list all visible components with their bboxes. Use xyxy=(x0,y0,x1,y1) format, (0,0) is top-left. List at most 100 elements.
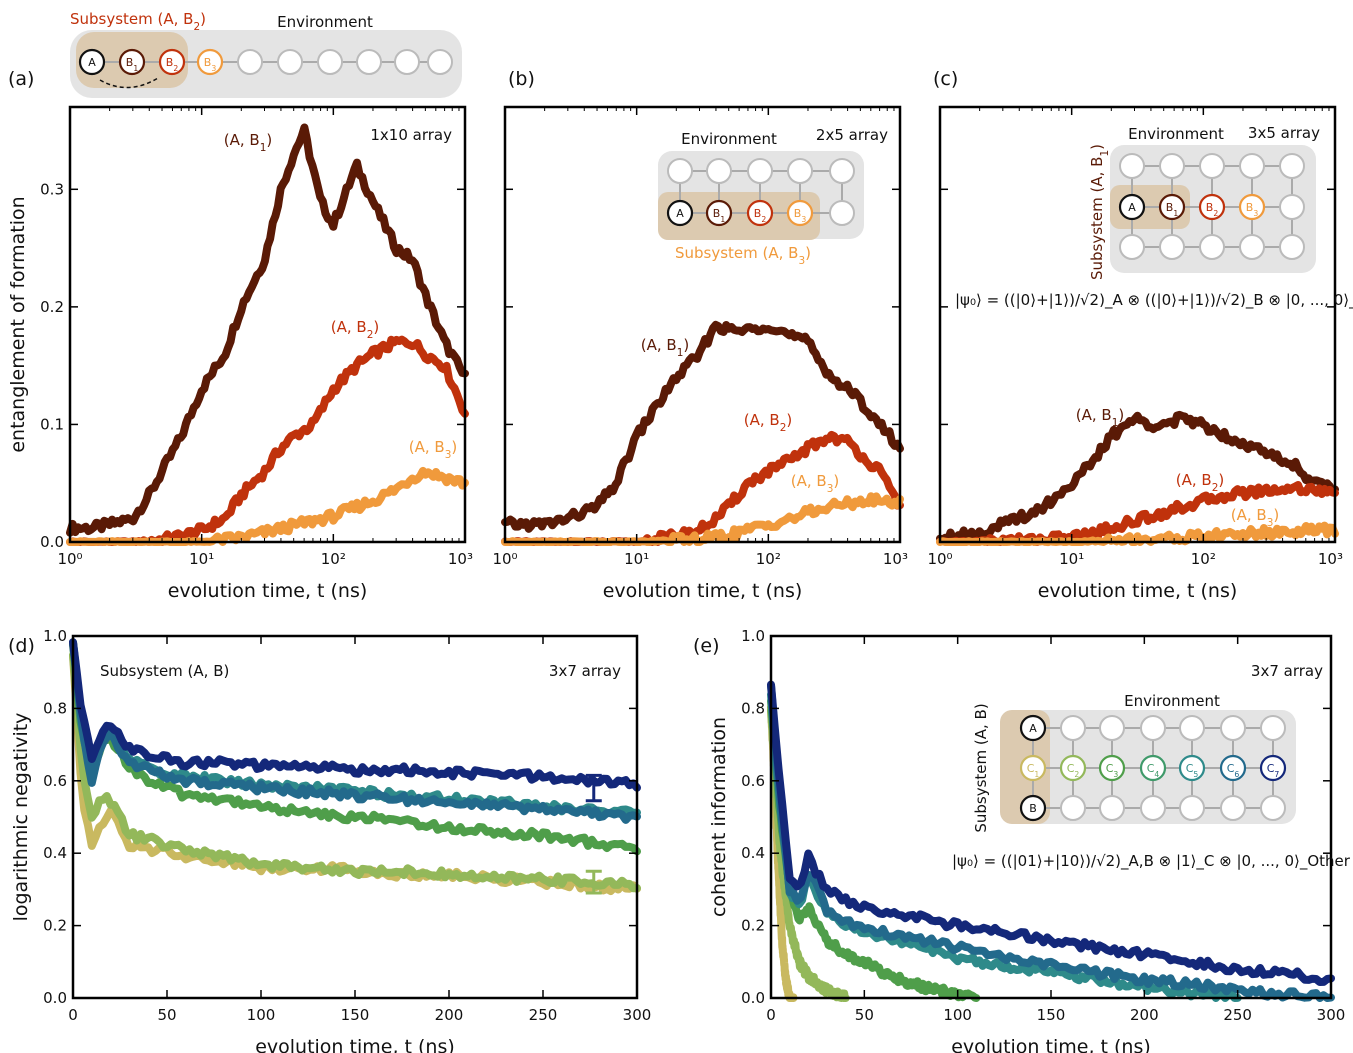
series-label-c-6-tail: ) xyxy=(1118,406,1124,424)
inset-b-node-top-4-circle xyxy=(829,158,855,184)
inset-a-node-3-label-sub: 3 xyxy=(211,64,216,73)
inset-b-node-2-label-sub: 2 xyxy=(761,215,766,224)
panel-e-xtick-label: 250 xyxy=(1223,1006,1252,1024)
inset-e-env-label: Environment xyxy=(1124,692,1220,710)
panel-d-series-2 xyxy=(69,640,641,856)
inset-e-node-C7-label-main: C xyxy=(1267,762,1275,775)
inset-e-node-C7-label: C7 xyxy=(1267,762,1280,779)
inset-b-node-1: B1 xyxy=(705,199,733,227)
series-label-c-8-sub: 3 xyxy=(1267,517,1274,529)
series-label-c-6-sub: 1 xyxy=(1112,417,1119,429)
inset-a-node-2-label: B2 xyxy=(166,56,179,73)
series-label-c-7-tail: ) xyxy=(1218,471,1224,489)
inset-c-env-label: Environment xyxy=(1128,125,1224,143)
series-label-a-2-main: (A, B xyxy=(409,438,445,456)
inset-e-node-top-1-circle xyxy=(1060,715,1086,741)
panel-d-errorbar-0 xyxy=(585,773,602,803)
inset-c-node-r2-0 xyxy=(1119,234,1145,260)
inset-c-node-r0-1 xyxy=(1159,153,1185,179)
panel-e-xtick-label: 300 xyxy=(1317,1006,1346,1024)
inset-e-node-C5: C5 xyxy=(1178,754,1206,782)
panel-label-e: (e) xyxy=(693,635,720,657)
panel-d-ytick-label: 0.4 xyxy=(43,844,67,862)
series-label-b-4-tail: ) xyxy=(786,411,792,429)
inset-c-node-r0-2 xyxy=(1199,153,1225,179)
inset-e-node-C5-label-sub: 5 xyxy=(1193,770,1198,779)
inset-c-node-r0-0-circle xyxy=(1119,153,1145,179)
inset-c-node-2: B2 xyxy=(1198,193,1226,221)
series-label-b-5-sub: 3 xyxy=(827,483,834,495)
inset-e-node-C1-label: C1 xyxy=(1027,762,1040,779)
inset-c-node-r2-2-circle xyxy=(1199,234,1225,260)
panel-d-xtick-label: 50 xyxy=(157,1006,176,1024)
inset-e-node-bot-3-circle xyxy=(1140,795,1166,821)
series-label-c-7-sub: 2 xyxy=(1212,482,1219,494)
panel-d-ytick-label: 0.8 xyxy=(43,699,67,717)
inset-c-node-r2-4-circle xyxy=(1279,234,1305,260)
inset-c-subsystem-label-main: Subsystem (A, B xyxy=(1088,157,1106,281)
panel-a-xtick-label: 10² xyxy=(321,550,346,568)
array-label-e: 3x7 array xyxy=(1251,662,1323,680)
inset-b-subsystem-label: Subsystem (A, B3) xyxy=(675,244,811,267)
inset-e-node-top-5 xyxy=(1220,715,1246,741)
panel-e-series-1 xyxy=(767,706,850,1002)
frames-layer xyxy=(68,105,1337,1000)
inset-b-node-3-label-main: B xyxy=(794,207,802,220)
series-label-a-0-tail: ) xyxy=(266,131,272,149)
inset-a-node-7 xyxy=(356,49,382,75)
inset-c-node-4-circle xyxy=(1279,194,1305,220)
inset-a-node-4-circle xyxy=(237,49,263,75)
inset-e-node-C3-label-main: C xyxy=(1106,762,1114,775)
panel-d-ylabel: logarithmic negativity xyxy=(10,713,32,922)
panel-e-xlabel: evolution time, t (ns) xyxy=(951,1036,1151,1053)
inset-e-node-C7-label-sub: 7 xyxy=(1274,770,1279,779)
panel-e-ytick-label: 0.6 xyxy=(741,772,765,790)
inset-c-subsystem-label: Subsystem (A, B1) xyxy=(1088,144,1111,280)
inset-e-node-top-2-circle xyxy=(1099,715,1125,741)
panel-e-xtick-label: 150 xyxy=(1037,1006,1066,1024)
panel-label-b: (b) xyxy=(508,68,535,90)
array-label-a: 1x10 array xyxy=(370,126,452,144)
inset-b-node-1-circle xyxy=(705,199,733,227)
inset-e-node-bot-1 xyxy=(1060,795,1086,821)
series-label-b-3-main: (A, B xyxy=(641,336,677,354)
inset-c-node-3-label-main: B xyxy=(1246,201,1254,214)
series-label-c-7-main: (A, B xyxy=(1176,471,1212,489)
inset-b-node-3: B3 xyxy=(786,199,814,227)
inset-b-node-3-label: B3 xyxy=(794,207,807,224)
inset-e-node-C2: C2 xyxy=(1059,754,1087,782)
inset-e-node-top-3-circle xyxy=(1140,715,1166,741)
inset-e-node-C4-label-main: C xyxy=(1147,762,1155,775)
inset-e-node-C3-label: C3 xyxy=(1106,762,1119,779)
panel-e-series-4 xyxy=(767,681,1335,1002)
inset-c-node-3-circle xyxy=(1238,193,1266,221)
inset-e-node-bot-4 xyxy=(1179,795,1205,821)
inset-e-node-top-4 xyxy=(1179,715,1205,741)
subsystem-note-d: Subsystem (A, B) xyxy=(100,662,229,680)
panel-b-series-0 xyxy=(501,320,904,533)
inset-e-node-bot-6 xyxy=(1260,795,1286,821)
panel-a-xtick-label: 10⁰ xyxy=(57,550,82,568)
panel-e-series-2 xyxy=(767,696,981,1002)
inset-e-node-C5-label: C5 xyxy=(1186,762,1199,779)
state-formula-e: |ψ₀⟩ = ((|01⟩+|10⟩)/√2)_A,B ⊗ |1⟩_C ⊗ |0… xyxy=(952,852,1351,871)
panel-a-xtick-label: 10³ xyxy=(448,550,473,568)
inset-a-node-9-circle xyxy=(427,49,453,75)
inset-e-node-C3-circle xyxy=(1098,754,1126,782)
panel-e-ytick-label: 0.4 xyxy=(741,844,765,862)
inset-c-node-r0-3 xyxy=(1239,153,1265,179)
panel-a-xlabel: evolution time, t (ns) xyxy=(168,580,368,602)
panel-d-xtick-label: 0 xyxy=(68,1006,78,1024)
inset-c-node-r2-4 xyxy=(1279,234,1305,260)
series-label-c-8-tail: ) xyxy=(1273,506,1279,524)
panel-a-plot-area xyxy=(70,107,465,542)
inset-e-node-C6-label: C6 xyxy=(1227,762,1240,779)
inset-b-node-1-label-main: B xyxy=(713,207,721,220)
inset-e-node-C4-label: C4 xyxy=(1147,762,1160,779)
series-label-a-1-tail: ) xyxy=(373,318,379,336)
inset-a-subsystem-label-tail: ) xyxy=(200,10,206,28)
inset-b-node-4 xyxy=(829,200,855,226)
inset-a-node-3-label: B3 xyxy=(204,56,217,73)
inset-b-env-label: Environment xyxy=(681,130,777,148)
inset-b-node-top-3 xyxy=(787,158,813,184)
